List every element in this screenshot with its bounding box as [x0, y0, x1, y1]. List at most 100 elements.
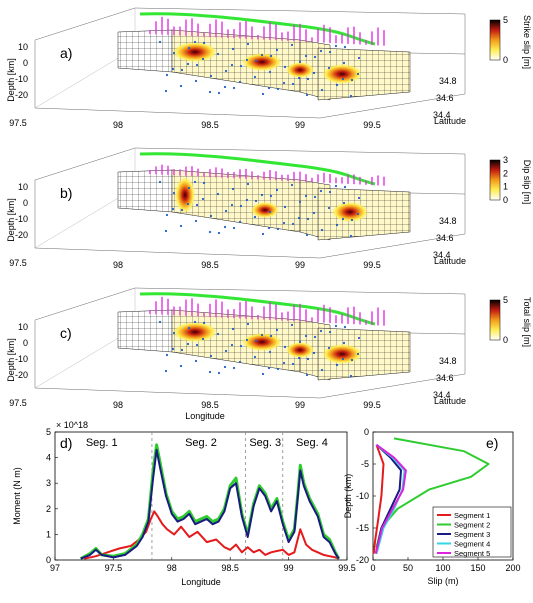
aftershock-dot — [341, 77, 345, 81]
aftershock-dot — [172, 51, 176, 55]
slip-x-tick: 0 — [370, 563, 375, 573]
aftershock-dot — [312, 211, 316, 215]
colorbar-tick: 5 — [503, 295, 508, 305]
aftershock-dot — [238, 220, 242, 224]
latitude-tick: 34.8 — [439, 216, 457, 226]
aftershock-dot — [327, 66, 331, 70]
aftershock-dot — [342, 201, 346, 205]
moment-x-tick: 98 — [167, 563, 177, 573]
aftershock-dot — [350, 218, 354, 222]
moment-plot-area — [54, 431, 348, 561]
aftershock-dot — [304, 334, 308, 338]
fault-segment-1-grid — [118, 30, 172, 72]
aftershock-dot — [217, 231, 221, 235]
aftershock-dot — [261, 232, 265, 236]
aftershock-dot — [186, 342, 190, 346]
latitude-tick: 34.4 — [433, 110, 451, 120]
aftershock-dot — [335, 363, 339, 367]
slip-panel-a: a) Depth [km]10 0 -10 -20 97.5 98 98.5 99 99.5 34.… — [6, 7, 532, 130]
latitude-tick: 34.4 — [433, 390, 451, 400]
slip-patch — [286, 342, 314, 358]
aftershock-dot — [312, 351, 316, 355]
aftershock-dot — [343, 325, 347, 329]
latitude-tick: 34.8 — [439, 356, 457, 366]
latitude-tick: 34.8 — [439, 76, 457, 86]
latitude-tick: 34.6 — [436, 373, 454, 383]
aftershock-dot — [267, 86, 271, 90]
aftershock-dot — [165, 353, 169, 357]
aftershock-dot — [268, 350, 272, 354]
moment-y-tick: 2 — [46, 504, 51, 514]
aftershock-dot — [208, 230, 212, 234]
colorbar-tick: 0 — [503, 195, 508, 205]
legend-entry: Segment 5 — [454, 549, 490, 558]
aftershock-dot — [282, 361, 286, 365]
aftershock-dot — [291, 222, 295, 226]
legend-entry: Segment 4 — [454, 540, 490, 549]
aftershock-dot — [172, 331, 176, 335]
aftershock-dot — [209, 354, 213, 358]
aftershock-dot — [298, 200, 302, 204]
segment-label: Seg. 1 — [86, 437, 118, 449]
slip-patch — [175, 177, 195, 213]
slip-patch — [242, 53, 282, 71]
depth-y-tick: -5 — [361, 459, 369, 469]
box-frame-front — [34, 320, 466, 399]
panel-label: b) — [60, 185, 72, 201]
aftershock-dot — [357, 56, 361, 60]
aftershock-dot — [260, 53, 264, 57]
aftershock-dot — [276, 367, 280, 371]
aftershock-dot — [297, 216, 301, 220]
latitude-tick: 34.6 — [436, 93, 454, 103]
segment-label: Seg. 2 — [185, 437, 217, 449]
aftershock-dot — [164, 229, 168, 233]
aftershock-dot — [297, 356, 301, 360]
aftershock-dot — [254, 199, 258, 203]
aftershock-dot — [232, 366, 236, 370]
aftershock-dot — [187, 186, 191, 190]
aftershock-dot — [334, 184, 338, 188]
aftershock-dot — [230, 343, 234, 347]
aftershock-dot — [349, 374, 353, 378]
colorbar-label: Strike slip [m] — [522, 15, 532, 69]
depth-tick: 10 — [18, 42, 28, 52]
aftershock-dot — [320, 88, 324, 92]
slip-depth-x-label: Slip (m) — [428, 576, 459, 586]
depth-y-tick: 0 — [364, 427, 369, 437]
aftershock-dot — [179, 84, 183, 88]
colorbar-tick: 3 — [503, 155, 508, 165]
aftershock-dot — [261, 372, 265, 376]
fault-segment-1-grid — [118, 310, 172, 352]
depth-tick: 0 — [23, 198, 28, 208]
aftershock-dot — [238, 80, 242, 84]
aftershock-dot — [276, 227, 280, 231]
aftershock-dot — [253, 215, 257, 219]
colorbar — [489, 19, 501, 61]
aftershock-dot — [328, 190, 332, 194]
depth-y-tick: -10 — [356, 491, 369, 501]
aftershock-dot — [268, 210, 272, 214]
longitude-tick: 97.5 — [9, 118, 27, 128]
depth-axis-label: Depth [km] — [6, 338, 16, 382]
aftershock-dot — [195, 203, 199, 207]
aftershock-dot — [202, 41, 206, 45]
aftershock-dot — [319, 49, 323, 53]
depth-tick: -20 — [15, 230, 28, 240]
depth-y-tick: -15 — [356, 523, 369, 533]
slip-depth-chart: e) Depth (km) Slip (m) 0 50 100 150 200 0 -5 -1… — [343, 427, 521, 586]
aftershock-dot — [341, 217, 345, 221]
aftershock-dot — [253, 355, 257, 359]
longitude-tick: 97.5 — [9, 258, 27, 268]
moment-series-line — [83, 510, 340, 560]
aftershock-dot — [283, 65, 287, 69]
aftershock-dot — [239, 344, 243, 348]
slip-patch — [251, 202, 279, 218]
moment-x-tick: 97.5 — [105, 563, 123, 573]
aftershock-dot — [357, 336, 361, 340]
aftershock-dot — [291, 82, 295, 86]
aftershock-dot — [342, 341, 346, 345]
longitude-tick: 99 — [295, 120, 305, 130]
slip-x-tick: 200 — [505, 563, 520, 573]
slip-patch — [242, 333, 282, 351]
